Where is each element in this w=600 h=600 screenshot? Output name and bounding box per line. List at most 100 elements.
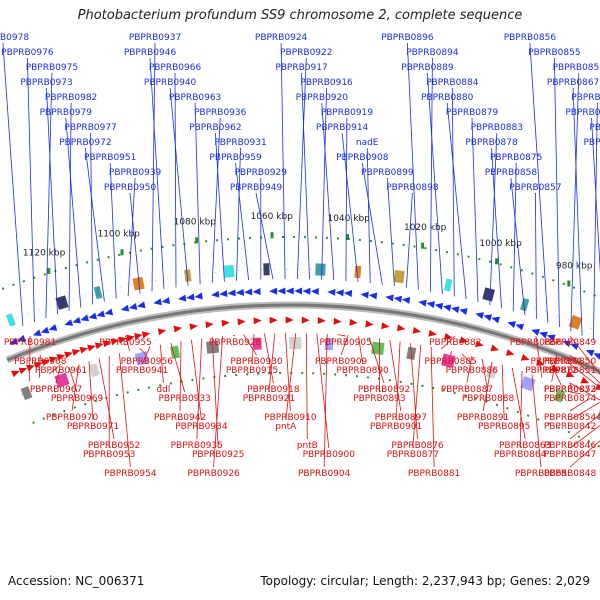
forward-gene-label[interactable]: PBPRB0908: [336, 153, 389, 163]
reverse-gene-label[interactable]: PBPRB0961: [35, 366, 87, 376]
reverse-gene-label[interactable]: PBPRB0874: [544, 394, 597, 404]
forward-gene-label[interactable]: PBPRB0855: [528, 48, 580, 58]
forward-gene-label[interactable]: PBPRB0982: [45, 93, 97, 103]
reverse-gene-label[interactable]: PBPRB0953: [83, 450, 135, 460]
reverse-gene-label[interactable]: PBPRB0925: [192, 450, 244, 460]
reverse-gene-label[interactable]: PBPRB0893: [353, 394, 405, 404]
reverse-gene-label[interactable]: PBPRB0970: [46, 413, 99, 423]
forward-gene-label[interactable]: PBPRB0853: [553, 63, 600, 73]
forward-gene-label[interactable]: PBPRB0820: [584, 138, 600, 148]
reverse-gene-label[interactable]: PBPRB0935: [171, 441, 223, 451]
forward-gene-label[interactable]: PBPRB0976: [1, 48, 54, 58]
reverse-gene-label[interactable]: PBPRB0930: [230, 357, 283, 367]
forward-gene-label[interactable]: PBPRB0845: [565, 108, 600, 118]
reverse-gene-label[interactable]: PBPRB0933: [159, 394, 211, 404]
forward-gene-label[interactable]: PBPRB0972: [59, 138, 111, 148]
forward-gene-label[interactable]: PBPRB0919: [321, 108, 374, 118]
reverse-gene-label[interactable]: PBPRB0866: [510, 338, 563, 348]
forward-gene-label[interactable]: PBPRB0917: [275, 63, 327, 73]
reverse-gene-label[interactable]: PBPRB0852: [544, 385, 596, 395]
reverse-gene-label[interactable]: PBPRB0942: [154, 413, 206, 423]
reverse-gene-label[interactable]: PBPRB0956: [121, 357, 174, 367]
reverse-gene-label[interactable]: PBPRB0969: [51, 394, 104, 404]
reverse-gene-label[interactable]: PBPRB0926: [187, 469, 240, 479]
reverse-gene-label[interactable]: PBPRB0897: [375, 413, 427, 423]
reverse-gene-label[interactable]: PBPRB0882: [429, 338, 481, 348]
forward-gene-label[interactable]: PBPRB0857: [509, 183, 561, 193]
forward-gene-label[interactable]: PBPRB0862: [571, 93, 600, 103]
reverse-gene-label[interactable]: PBPRB0895: [478, 422, 530, 432]
forward-gene-label[interactable]: PBPRB0898: [386, 183, 439, 193]
reverse-gene-label[interactable]: PBPRB0954: [104, 469, 157, 479]
reverse-gene-label[interactable]: pntA: [275, 422, 297, 432]
reverse-gene-label[interactable]: PBPRB0915: [226, 366, 278, 376]
reverse-gene-label[interactable]: PBPRB0847: [544, 450, 596, 460]
reverse-gene-label[interactable]: PBPRB0928: [209, 338, 262, 348]
reverse-gene-label[interactable]: PBPRB0909: [315, 357, 368, 367]
forward-gene-label[interactable]: PBPRB0939: [109, 168, 162, 178]
reverse-gene-label[interactable]: PBPRB0941: [116, 366, 168, 376]
forward-gene-label[interactable]: PBPRB0914: [316, 123, 369, 133]
forward-gene-label[interactable]: PBPRB0879: [446, 108, 499, 118]
reverse-gene-label[interactable]: PBPRB0892: [358, 385, 410, 395]
reverse-gene-label[interactable]: PBPRB0981: [4, 338, 56, 348]
reverse-gene-label[interactable]: PBPRB0846: [544, 441, 597, 451]
reverse-gene-label[interactable]: PBPRB0849: [544, 338, 597, 348]
forward-gene-label[interactable]: PBPRB0959: [209, 153, 262, 163]
forward-gene-label[interactable]: PBPRB0821: [589, 123, 600, 133]
reverse-gene-label[interactable]: PBPRB0955: [99, 338, 151, 348]
forward-gene-label[interactable]: PBPRB0896: [381, 33, 434, 43]
forward-gene-label[interactable]: PBPRB0977: [64, 123, 116, 133]
reverse-gene-label[interactable]: PBPRB0901: [370, 422, 422, 432]
forward-gene-label[interactable]: PBPRB0937: [129, 33, 181, 43]
forward-gene-label[interactable]: PBPRB0899: [361, 168, 414, 178]
reverse-gene-label[interactable]: PBPRB0863: [499, 441, 551, 451]
forward-gene-label[interactable]: PBPRB0979: [40, 108, 93, 118]
forward-gene-label[interactable]: PBPRB0883: [471, 123, 523, 133]
forward-gene-label[interactable]: PBPRB0924: [255, 33, 308, 43]
reverse-gene-label[interactable]: PBPRB0887: [441, 385, 493, 395]
forward-gene-label[interactable]: PBPRB0867: [547, 78, 599, 88]
reverse-gene-label[interactable]: PBPRB0934: [175, 422, 228, 432]
forward-gene-label[interactable]: PBPRB0920: [296, 93, 349, 103]
forward-gene-label[interactable]: PBPRB0889: [401, 63, 454, 73]
reverse-gene-label[interactable]: PBPRB0865: [515, 469, 567, 479]
forward-gene-label[interactable]: PBPRB0946: [124, 48, 177, 58]
reverse-gene-label[interactable]: PBPRB0952: [88, 441, 140, 451]
forward-gene-label[interactable]: PBPRB0963: [169, 93, 221, 103]
forward-gene-label[interactable]: PBPRB0875: [490, 153, 542, 163]
reverse-gene-label[interactable]: PBPRB0968: [14, 357, 67, 367]
forward-gene-label[interactable]: PBPRB0894: [406, 48, 459, 58]
reverse-gene-label[interactable]: PBPRB0891: [457, 413, 509, 423]
forward-gene-label[interactable]: PBPRB0975: [26, 63, 78, 73]
reverse-gene-label[interactable]: PBPRB0873: [544, 385, 596, 395]
reverse-gene-label[interactable]: PBPRB0918: [247, 385, 300, 395]
forward-gene-label[interactable]: PBPRB0858: [485, 168, 538, 178]
forward-gene-label[interactable]: PBPRB0950: [104, 183, 157, 193]
reverse-gene-label[interactable]: PBPRB0854: [544, 413, 597, 423]
forward-gene-label[interactable]: PBPRB0884: [426, 78, 479, 88]
forward-gene-label[interactable]: PBPRB0966: [149, 63, 202, 73]
forward-gene-label[interactable]: PBPRB0878: [465, 138, 518, 148]
reverse-gene-label[interactable]: PBPRB0877: [387, 450, 439, 460]
reverse-gene-label[interactable]: PBPRB0886: [446, 366, 499, 376]
forward-gene-label[interactable]: PBPRB0929: [235, 168, 288, 178]
reverse-gene-label[interactable]: PBPRB0881: [408, 469, 460, 479]
forward-gene-label[interactable]: PBPRB0922: [280, 48, 332, 58]
forward-gene-label[interactable]: PBPRB0916: [300, 78, 353, 88]
reverse-gene-label[interactable]: PBPRB0848: [544, 469, 597, 479]
forward-gene-label[interactable]: PBPRB0931: [214, 138, 266, 148]
forward-gene-label[interactable]: PBPRB0880: [421, 93, 474, 103]
reverse-gene-label[interactable]: PBPRB0872: [525, 366, 577, 376]
forward-gene-label[interactable]: PBPRB0940: [144, 78, 197, 88]
forward-gene-label[interactable]: PBPRB0973: [20, 78, 72, 88]
reverse-gene-label[interactable]: PBPRB0904: [298, 469, 351, 479]
reverse-gene-label[interactable]: PBPRB0888: [462, 394, 515, 404]
reverse-gene-label[interactable]: PBPRB0842: [544, 422, 596, 432]
forward-gene-label[interactable]: nadE: [356, 138, 379, 148]
reverse-gene-label[interactable]: PBPRB0851: [544, 366, 596, 376]
forward-gene-label[interactable]: PBPRB0962: [189, 123, 241, 133]
forward-gene-label[interactable]: PBPRB0856: [504, 33, 557, 43]
reverse-gene-label[interactable]: PBPRB0885: [424, 357, 476, 367]
forward-gene-label[interactable]: PBPRB0951: [84, 153, 136, 163]
